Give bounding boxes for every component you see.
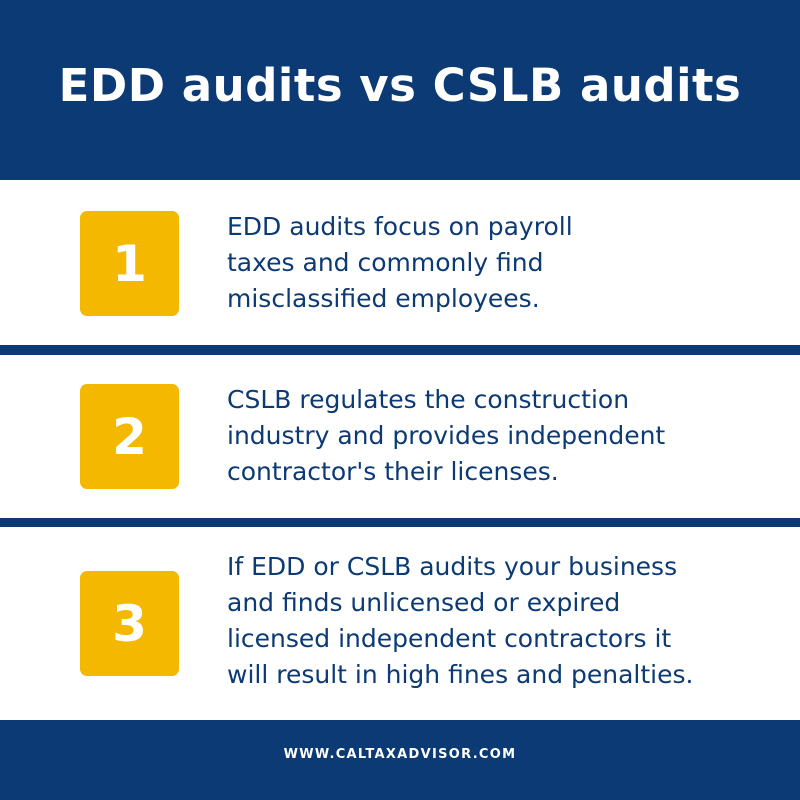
item-panel-3: 3 If EDD or CSLB audits your business an… [0, 527, 800, 720]
website-link[interactable]: WWW.CALTAXADVISOR.COM [283, 746, 517, 762]
item-panel-1: 1 EDD audits focus on payroll taxes and … [0, 180, 800, 345]
item-text-1: EDD audits focus on payroll taxes and co… [227, 212, 573, 313]
footer-banner: WWW.CALTAXADVISOR.COM [0, 720, 800, 800]
header-banner: EDD audits vs CSLB audits [0, 0, 800, 180]
number-badge-3: 3 [80, 571, 179, 676]
number-badge-2: 2 [80, 384, 179, 489]
page-title: EDD audits vs CSLB audits [58, 58, 742, 112]
number-badge-1: 1 [80, 211, 179, 316]
item-text-2: CSLB regulates the construction industry… [227, 385, 666, 486]
item-panel-2: 2 CSLB regulates the construction indust… [0, 355, 800, 518]
item-text-3: If EDD or CSLB audits your business and … [227, 552, 694, 689]
